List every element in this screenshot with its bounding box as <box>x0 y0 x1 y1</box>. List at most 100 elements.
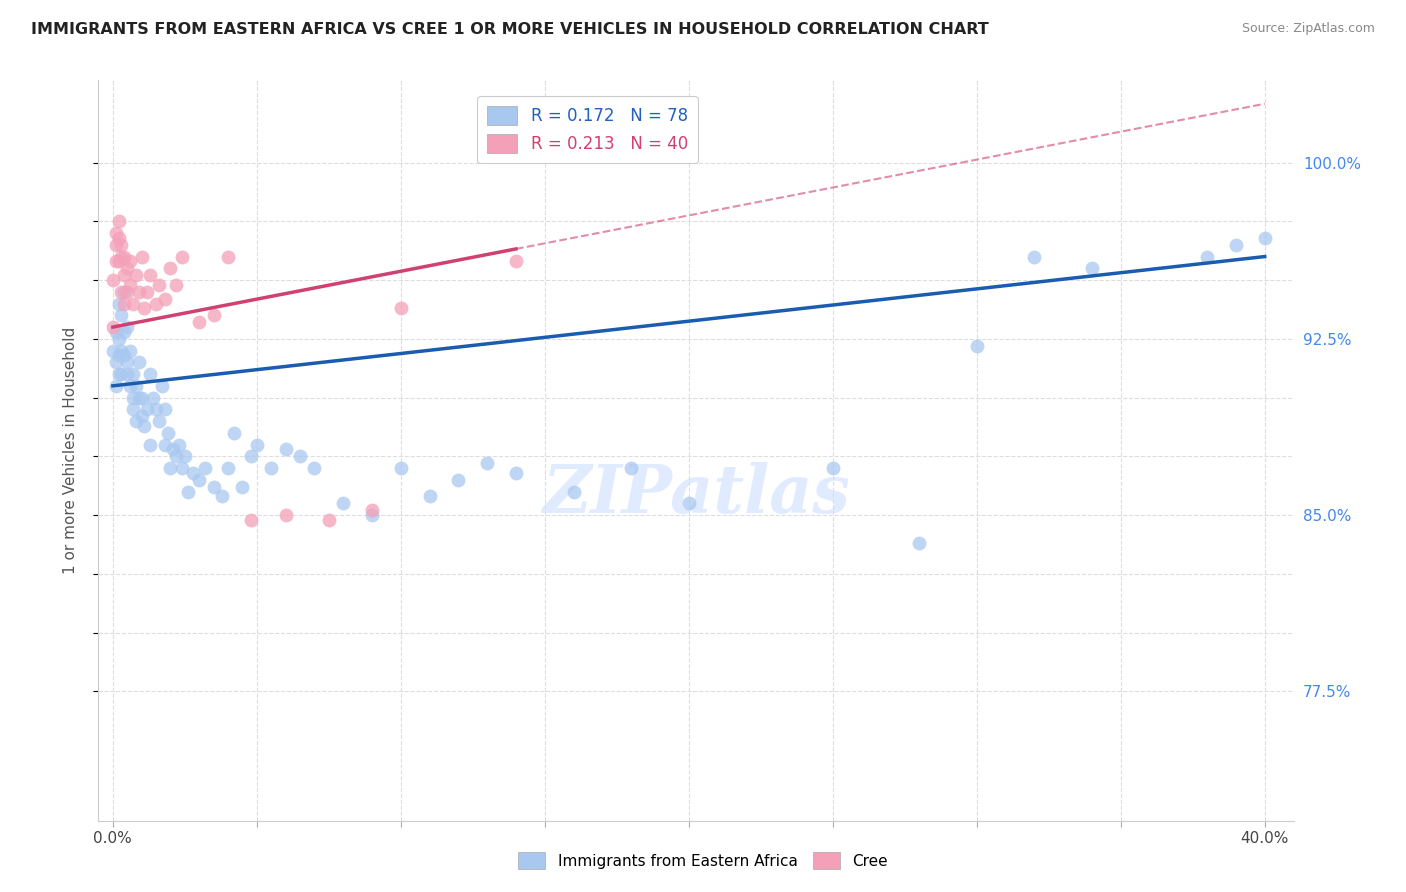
Point <box>908 536 931 550</box>
Point <box>101 320 124 334</box>
Point <box>125 379 148 393</box>
Legend: R = 0.172   N = 78, R = 0.213   N = 40: R = 0.172 N = 78, R = 0.213 N = 40 <box>477 96 697 163</box>
Point <box>389 461 412 475</box>
Point <box>115 320 138 334</box>
Point <box>505 254 527 268</box>
Text: Source: ZipAtlas.com: Source: ZipAtlas.com <box>1241 22 1375 36</box>
Point <box>128 285 150 299</box>
Point <box>274 508 297 522</box>
Point <box>173 450 195 464</box>
Point <box>170 461 193 475</box>
Point <box>447 473 470 487</box>
Point <box>318 513 340 527</box>
Point <box>115 261 138 276</box>
Point <box>260 461 283 475</box>
Point <box>240 450 263 464</box>
Point <box>142 391 165 405</box>
Point <box>120 254 142 268</box>
Point <box>145 296 167 310</box>
Point <box>101 273 124 287</box>
Point <box>153 402 176 417</box>
Point <box>107 367 129 381</box>
Point <box>139 437 162 451</box>
Point <box>125 268 148 283</box>
Point <box>361 508 384 522</box>
Point <box>125 414 148 428</box>
Point <box>110 250 132 264</box>
Point <box>104 355 127 369</box>
Point <box>107 231 129 245</box>
Point <box>131 250 153 264</box>
Point <box>112 285 135 299</box>
Point <box>620 461 643 475</box>
Text: IMMIGRANTS FROM EASTERN AFRICA VS CREE 1 OR MORE VEHICLES IN HOUSEHOLD CORRELATI: IMMIGRANTS FROM EASTERN AFRICA VS CREE 1… <box>31 22 988 37</box>
Point <box>231 480 253 494</box>
Point <box>110 367 132 381</box>
Point <box>122 391 145 405</box>
Point <box>136 285 159 299</box>
Point <box>122 402 145 417</box>
Point <box>153 437 176 451</box>
Point <box>107 296 129 310</box>
Point <box>1081 261 1104 276</box>
Point <box>202 480 225 494</box>
Legend: Immigrants from Eastern Africa, Cree: Immigrants from Eastern Africa, Cree <box>512 846 894 875</box>
Point <box>150 379 173 393</box>
Point <box>115 367 138 381</box>
Point <box>136 402 159 417</box>
Point <box>128 355 150 369</box>
Point <box>107 332 129 346</box>
Point <box>148 277 170 292</box>
Point <box>1254 231 1277 245</box>
Point <box>167 437 190 451</box>
Point <box>389 301 412 316</box>
Point <box>110 343 132 358</box>
Point <box>139 367 162 381</box>
Point <box>159 461 181 475</box>
Point <box>122 296 145 310</box>
Point <box>183 466 205 480</box>
Point <box>304 461 326 475</box>
Text: ZIPatlas: ZIPatlas <box>543 462 849 527</box>
Point <box>477 456 499 470</box>
Point <box>104 254 127 268</box>
Point <box>131 391 153 405</box>
Point <box>153 292 176 306</box>
Point <box>274 442 297 457</box>
Point <box>104 226 127 240</box>
Point <box>156 425 179 440</box>
Point <box>107 348 129 362</box>
Point <box>821 461 844 475</box>
Point <box>120 379 142 393</box>
Point <box>217 250 239 264</box>
Point <box>112 250 135 264</box>
Point <box>1197 250 1219 264</box>
Point <box>110 308 132 322</box>
Point <box>112 325 135 339</box>
Point <box>115 285 138 299</box>
Point <box>112 348 135 362</box>
Point <box>128 391 150 405</box>
Point <box>202 308 225 322</box>
Point <box>194 461 217 475</box>
Point <box>288 450 311 464</box>
Point <box>110 237 132 252</box>
Point <box>170 250 193 264</box>
Point <box>148 414 170 428</box>
Point <box>139 268 162 283</box>
Point <box>120 343 142 358</box>
Point <box>505 466 527 480</box>
Point <box>361 503 384 517</box>
Point <box>678 496 700 510</box>
Point <box>115 355 138 369</box>
Y-axis label: 1 or more Vehicles in Household: 1 or more Vehicles in Household <box>63 326 77 574</box>
Point <box>134 418 156 433</box>
Point <box>104 379 127 393</box>
Point <box>1225 237 1247 252</box>
Point <box>176 484 198 499</box>
Point <box>145 402 167 417</box>
Point <box>222 425 245 440</box>
Point <box>188 473 211 487</box>
Point <box>104 237 127 252</box>
Point <box>107 254 129 268</box>
